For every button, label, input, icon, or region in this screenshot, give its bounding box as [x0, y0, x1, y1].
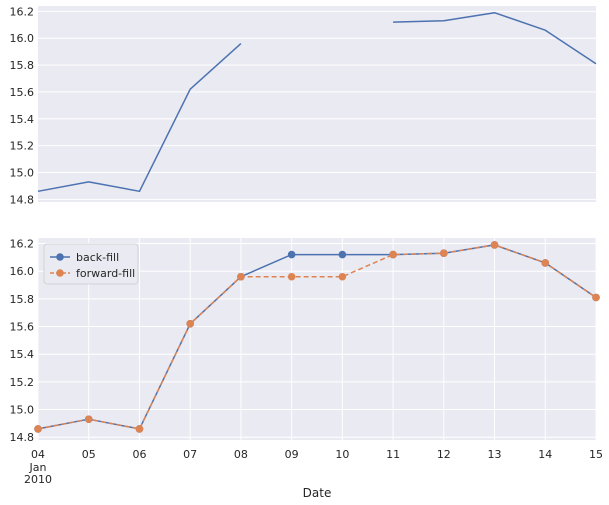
data-point-forward-fill: [541, 259, 550, 267]
y-tick-label: 15.2: [10, 376, 35, 389]
x-tick-label: 09: [285, 448, 299, 461]
x-tick-sublabel: Jan: [29, 461, 47, 474]
y-tick-label: 15.8: [10, 293, 35, 306]
x-tick-sublabel: 2010: [24, 473, 52, 486]
y-tick-label: 16.0: [10, 265, 35, 278]
data-point-back-fill: [287, 250, 296, 259]
x-tick-label: 15: [589, 448, 603, 461]
data-point-forward-fill: [135, 425, 144, 433]
x-tick-label: 06: [132, 448, 146, 461]
data-point-forward-fill: [186, 319, 194, 328]
x-tick-label: 11: [386, 448, 400, 461]
data-point-forward-fill: [34, 425, 42, 433]
data-point-forward-fill: [490, 241, 499, 249]
x-tick-label: 07: [183, 448, 197, 461]
y-tick-label: 16.2: [10, 5, 35, 18]
y-tick-label: 15.8: [10, 59, 35, 72]
x-tick-label: 05: [82, 448, 96, 461]
y-tick-label: 16.2: [10, 238, 35, 251]
series-line-back-fill: [37, 244, 597, 430]
legend-marker-forward-fill: [56, 269, 64, 277]
y-tick-label: 15.6: [10, 321, 35, 334]
y-tick-label: 15.2: [10, 140, 35, 153]
data-point-forward-fill: [287, 272, 296, 281]
series-line-value: [37, 43, 242, 193]
data-point-forward-fill: [237, 272, 245, 281]
x-tick-label: 12: [437, 448, 451, 461]
y-tick-label: 15.6: [10, 86, 35, 99]
x-tick-label: 10: [335, 448, 349, 461]
data-point-forward-fill: [440, 249, 448, 258]
data-point-forward-fill: [389, 250, 397, 259]
data-point-back-fill: [338, 250, 347, 259]
legend-label-back-fill: back-fill: [76, 251, 119, 264]
y-tick-label: 14.8: [10, 193, 35, 206]
x-axis-title: Date: [303, 486, 332, 500]
x-tick-label: 08: [234, 448, 248, 461]
y-tick-label: 15.0: [10, 404, 35, 417]
bottom-chart-panel: 14.8 15.0 15.2 15.4 15.6 15.8 16.0 16.2 04 05 06 07…: [10, 238, 604, 500]
data-point-forward-fill: [592, 293, 600, 302]
series-line-value: [393, 11, 597, 65]
legend-label-forward-fill: forward-fill: [76, 267, 135, 280]
y-tick-label: 16.0: [10, 32, 35, 45]
x-tick-label: 14: [538, 448, 552, 461]
top-chart-panel: 14.8 15.0 15.2 15.4 15.6 15.8 16.0 16.2: [10, 5, 597, 206]
x-tick-label: 13: [488, 448, 502, 461]
legend-box: [43, 243, 139, 285]
y-tick-label: 14.8: [10, 431, 35, 444]
x-tick-label: 04: [31, 448, 45, 461]
y-tick-label: 15.4: [10, 113, 35, 126]
y-tick-label: 15.0: [10, 166, 35, 179]
data-point-forward-fill: [338, 272, 347, 281]
y-tick-label: 15.4: [10, 348, 35, 361]
legend-marker-back-fill: [56, 253, 64, 261]
data-point-forward-fill: [84, 415, 93, 424]
